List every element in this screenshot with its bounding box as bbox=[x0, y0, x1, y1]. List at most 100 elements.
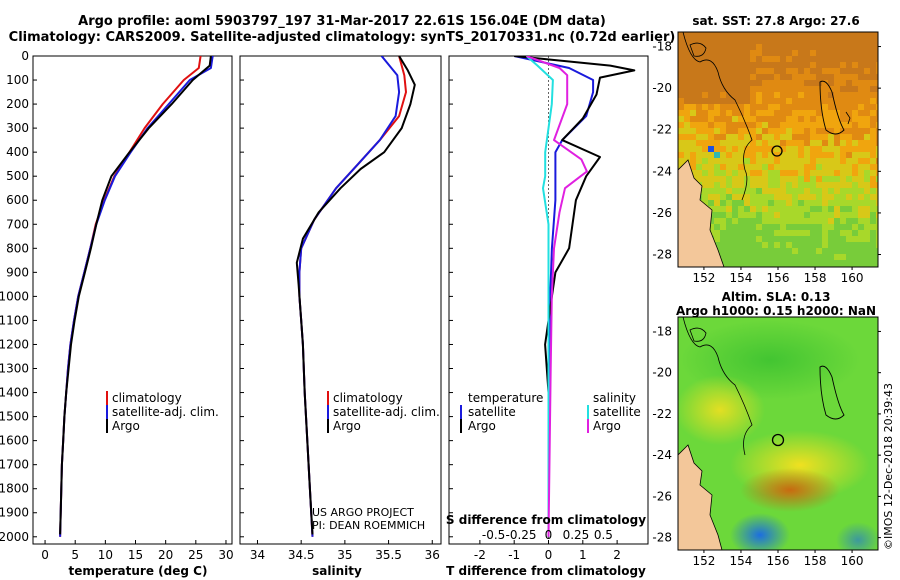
sst-cell bbox=[714, 224, 720, 230]
sst-cell bbox=[864, 98, 870, 104]
sst-cell bbox=[738, 98, 744, 104]
sst-cell bbox=[834, 38, 840, 44]
sst-cell bbox=[840, 116, 846, 122]
sst-cell bbox=[804, 230, 810, 236]
sst-cell bbox=[840, 152, 846, 158]
sst-cell bbox=[780, 158, 786, 164]
sst-cell bbox=[744, 140, 750, 146]
sst-cell bbox=[852, 236, 858, 242]
sst-cell bbox=[786, 146, 792, 152]
sst-cell bbox=[852, 128, 858, 134]
sst-cell bbox=[846, 182, 852, 188]
sst-cell bbox=[846, 140, 852, 146]
sst-cell bbox=[846, 218, 852, 224]
sst-cell bbox=[852, 224, 858, 230]
sst-cell bbox=[768, 50, 774, 56]
sst-cell bbox=[696, 104, 702, 110]
sst-cell bbox=[864, 230, 870, 236]
sst-cell bbox=[792, 206, 798, 212]
sst-cell bbox=[726, 248, 732, 254]
sst-cell bbox=[822, 44, 828, 50]
sst-cell bbox=[870, 74, 876, 80]
lon-tick-label: 158 bbox=[804, 554, 827, 568]
sst-cell bbox=[810, 176, 816, 182]
sst-cell bbox=[708, 188, 714, 194]
sst-cell bbox=[804, 50, 810, 56]
sst-cell bbox=[798, 50, 804, 56]
sst-cell bbox=[750, 170, 756, 176]
sst-cell bbox=[810, 62, 816, 68]
sst-cell bbox=[744, 116, 750, 122]
sst-cell bbox=[852, 44, 858, 50]
sst-cell bbox=[852, 212, 858, 218]
sst-cell bbox=[822, 260, 828, 266]
sst-cell bbox=[726, 200, 732, 206]
sst-cell bbox=[708, 116, 714, 122]
sst-cell bbox=[858, 68, 864, 74]
sst-cell bbox=[786, 170, 792, 176]
sst-cell bbox=[744, 206, 750, 212]
sst-cell bbox=[804, 32, 810, 38]
sst-cell bbox=[756, 50, 762, 56]
sst-cell bbox=[816, 80, 822, 86]
sst-cell bbox=[804, 62, 810, 68]
sst-cell bbox=[828, 182, 834, 188]
sst-cell bbox=[738, 182, 744, 188]
sst-cell bbox=[684, 32, 690, 38]
sst-cell bbox=[702, 188, 708, 194]
sst-cell bbox=[870, 32, 876, 38]
sst-cell bbox=[768, 104, 774, 110]
sst-cell bbox=[768, 44, 774, 50]
sst-cell bbox=[786, 188, 792, 194]
sst-cell bbox=[834, 86, 840, 92]
sst-cell bbox=[780, 134, 786, 140]
sst-cell bbox=[870, 44, 876, 50]
sst-cell bbox=[774, 164, 780, 170]
sst-cell bbox=[840, 164, 846, 170]
sst-cell bbox=[726, 110, 732, 116]
sst-cell bbox=[840, 218, 846, 224]
sst-cell bbox=[744, 230, 750, 236]
sst-cell bbox=[714, 116, 720, 122]
sst-cell bbox=[852, 116, 858, 122]
sst-cell bbox=[864, 128, 870, 134]
x-tick-label: 10 bbox=[98, 548, 113, 562]
sst-cell bbox=[870, 80, 876, 86]
sst-cell bbox=[708, 80, 714, 86]
sst-cell bbox=[870, 68, 876, 74]
sst-cell bbox=[702, 32, 708, 38]
sst-cell bbox=[756, 230, 762, 236]
sst-cell bbox=[828, 158, 834, 164]
sst-cell bbox=[834, 182, 840, 188]
sst-cell bbox=[834, 62, 840, 68]
sst-cell bbox=[792, 56, 798, 62]
sst-cell bbox=[816, 206, 822, 212]
sst-cell bbox=[744, 194, 750, 200]
sst-cell bbox=[720, 86, 726, 92]
sst-cell bbox=[804, 122, 810, 128]
sst-cell bbox=[810, 110, 816, 116]
sla-map-high-anomaly bbox=[740, 468, 840, 512]
sst-cell bbox=[732, 254, 738, 260]
sst-cell bbox=[780, 122, 786, 128]
sst-cell bbox=[768, 206, 774, 212]
sst-cell bbox=[816, 242, 822, 248]
top-x-tick-label: 0 bbox=[545, 528, 553, 542]
sla-map bbox=[678, 317, 878, 550]
sst-cell bbox=[816, 260, 822, 266]
sst-cell bbox=[732, 248, 738, 254]
sst-cell bbox=[834, 158, 840, 164]
sla-map-low-anomaly-east bbox=[836, 522, 878, 550]
sst-cell bbox=[810, 32, 816, 38]
sst-cell bbox=[852, 86, 858, 92]
sst-cell bbox=[744, 134, 750, 140]
sst-cell bbox=[846, 74, 852, 80]
sst-cell bbox=[822, 134, 828, 140]
sst-cell bbox=[786, 206, 792, 212]
sst-cell bbox=[846, 242, 852, 248]
sst-cell bbox=[798, 68, 804, 74]
sst-cell bbox=[756, 116, 762, 122]
sst-cell bbox=[858, 86, 864, 92]
sst-cell bbox=[798, 104, 804, 110]
